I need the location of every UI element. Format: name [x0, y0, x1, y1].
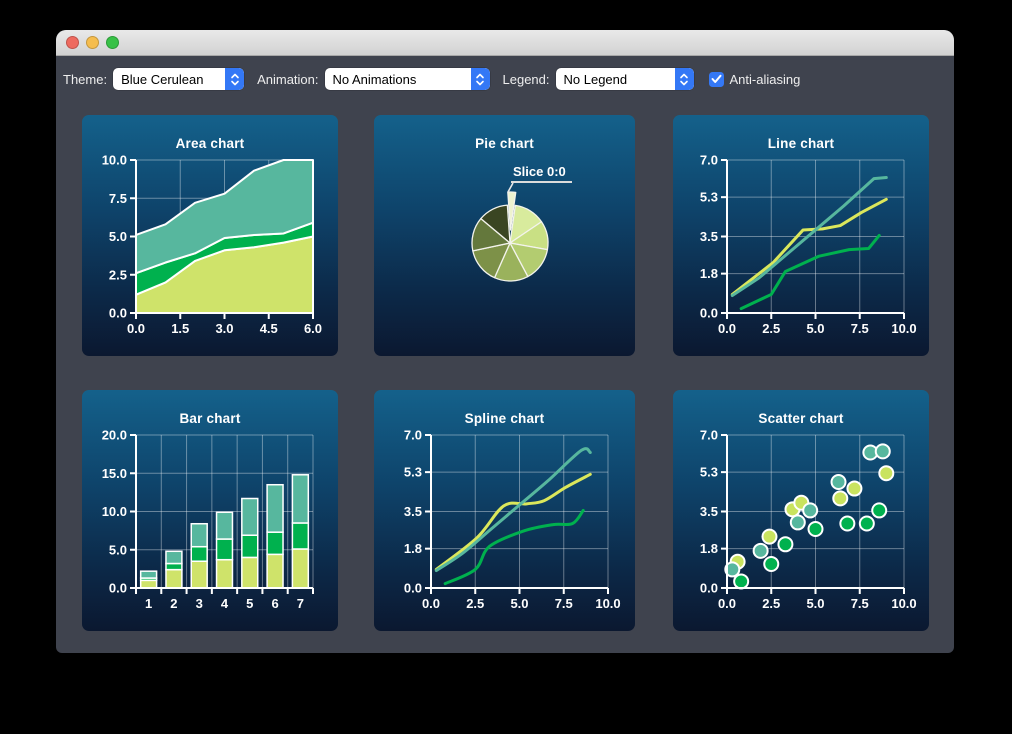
svg-text:3.0: 3.0: [215, 321, 233, 336]
minimize-button[interactable]: [86, 36, 99, 49]
svg-text:5.0: 5.0: [109, 542, 127, 557]
panel-area-chart: 0.0 2.5 5.0 7.5 10.0 0.0 1.5 3.0 4.5 6.0 Area cha…: [82, 115, 338, 356]
chart-title: Scatter chart: [758, 411, 844, 426]
checkbox-check-icon: [708, 71, 724, 87]
svg-text:4: 4: [221, 596, 229, 611]
animation-dropdown-value: No Animations: [332, 71, 417, 87]
close-button[interactable]: [66, 36, 79, 49]
maximize-button[interactable]: [106, 36, 119, 49]
theme-dropdown[interactable]: Blue Cerulean: [113, 68, 245, 90]
svg-text:10.0: 10.0: [595, 596, 620, 611]
svg-text:5.0: 5.0: [806, 596, 824, 611]
svg-text:5: 5: [246, 596, 253, 611]
svg-text:3.5: 3.5: [700, 229, 718, 244]
svg-text:2: 2: [170, 596, 177, 611]
area-chart-canvas[interactable]: 0.0 2.5 5.0 7.5 10.0 0.0 1.5 3.0 4.5 6.0: [82, 115, 338, 356]
svg-text:1.8: 1.8: [700, 266, 718, 281]
svg-text:3.5: 3.5: [700, 504, 718, 519]
svg-text:5.3: 5.3: [700, 190, 718, 205]
antialiasing-checkbox[interactable]: Anti-aliasing: [708, 71, 801, 87]
theme-label: Theme:: [63, 71, 108, 87]
svg-text:7.5: 7.5: [851, 596, 869, 611]
bar-chart-canvas[interactable]: 0.0 5.0 10.0 15.0 20.0 1 2 3 4 5 6 7: [82, 390, 338, 631]
panel-bar-chart: 0.0 5.0 10.0 15.0 20.0 1 2 3 4 5 6 7 Bar chart: [82, 390, 338, 631]
svg-text:10.0: 10.0: [102, 504, 127, 519]
svg-text:0.0: 0.0: [718, 321, 736, 336]
app-window: Theme: Blue Cerulean Animation: No Anima…: [56, 30, 954, 653]
svg-text:10.0: 10.0: [891, 596, 916, 611]
svg-text:2.5: 2.5: [466, 596, 484, 611]
svg-text:5.3: 5.3: [403, 465, 421, 480]
antialiasing-label: Anti-aliasing: [729, 71, 801, 87]
svg-text:20.0: 20.0: [102, 428, 127, 443]
svg-text:6.0: 6.0: [304, 321, 322, 336]
legend-dropdown-value: No Legend: [563, 71, 628, 87]
scatter-chart-canvas[interactable]: 0.0 1.8 3.5 5.3 7.0 0.0 2.5 5.0 7.5 10.0: [673, 390, 929, 631]
panel-spline-chart: 0.0 1.8 3.5 5.3 7.0 0.0 2.5 5.0 7.5 10.0 Spline c…: [374, 390, 635, 631]
svg-text:0.0: 0.0: [700, 306, 718, 321]
svg-text:5.3: 5.3: [700, 465, 718, 480]
svg-text:10.0: 10.0: [891, 321, 916, 336]
svg-text:1.8: 1.8: [403, 541, 421, 556]
svg-text:3: 3: [196, 596, 203, 611]
svg-text:1: 1: [145, 596, 152, 611]
svg-text:15.0: 15.0: [102, 466, 127, 481]
chart-title: Line chart: [767, 136, 835, 151]
svg-text:5.0: 5.0: [109, 229, 127, 244]
svg-text:1.8: 1.8: [700, 541, 718, 556]
pie-chart-canvas[interactable]: [377, 115, 633, 356]
chevron-updown-icon: [470, 68, 490, 90]
svg-text:0.0: 0.0: [403, 581, 421, 596]
svg-text:7.5: 7.5: [851, 321, 869, 336]
spline-chart-canvas[interactable]: 0.0 1.8 3.5 5.3 7.0 0.0 2.5 5.0 7.5 10.0: [377, 390, 633, 631]
svg-text:2.5: 2.5: [762, 321, 780, 336]
svg-text:1.5: 1.5: [171, 321, 189, 336]
svg-text:0.0: 0.0: [718, 596, 736, 611]
chevron-updown-icon: [674, 68, 694, 90]
svg-text:3.5: 3.5: [403, 504, 421, 519]
svg-text:10.0: 10.0: [102, 153, 127, 168]
titlebar[interactable]: [56, 30, 954, 56]
animation-label: Animation:: [257, 71, 319, 87]
svg-text:7.5: 7.5: [554, 596, 572, 611]
svg-text:7: 7: [297, 596, 304, 611]
svg-text:0.0: 0.0: [109, 306, 127, 321]
svg-text:7.0: 7.0: [700, 428, 718, 443]
svg-text:0.0: 0.0: [700, 581, 718, 596]
theme-dropdown-value: Blue Cerulean: [121, 71, 204, 87]
svg-text:7.0: 7.0: [700, 153, 718, 168]
svg-text:2.5: 2.5: [109, 267, 127, 282]
svg-text:7.0: 7.0: [403, 428, 421, 443]
legend-label: Legend:: [502, 71, 550, 87]
svg-text:2.5: 2.5: [762, 596, 780, 611]
panel-line-chart: 0.0 1.8 3.5 5.3 7.0 0.0 2.5 5.0 7.5 10.0 Line cha…: [673, 115, 929, 356]
chart-title: Area chart: [175, 136, 245, 151]
panel-pie-chart: Pie chart Slice 0:0: [374, 115, 635, 356]
toolbar: Theme: Blue Cerulean Animation: No Anima…: [63, 68, 954, 90]
svg-text:5.0: 5.0: [806, 321, 824, 336]
chart-title: Pie chart: [475, 136, 534, 151]
chevron-updown-icon: [225, 68, 245, 90]
animation-dropdown[interactable]: No Animations: [324, 68, 490, 90]
pie-slice-label: Slice 0:0: [511, 164, 572, 183]
svg-text:4.5: 4.5: [260, 321, 278, 336]
svg-text:0.0: 0.0: [127, 321, 145, 336]
svg-text:5.0: 5.0: [510, 596, 528, 611]
chart-title: Bar chart: [179, 411, 241, 426]
svg-text:0.0: 0.0: [109, 581, 127, 596]
svg-text:0.0: 0.0: [421, 596, 439, 611]
legend-dropdown[interactable]: No Legend: [555, 68, 694, 90]
panel-scatter-chart: 0.0 1.8 3.5 5.3 7.0 0.0 2.5 5.0 7.5 10.0 Scatter …: [673, 390, 929, 631]
chart-title: Spline chart: [464, 411, 545, 426]
line-chart-canvas[interactable]: 0.0 1.8 3.5 5.3 7.0 0.0 2.5 5.0 7.5 10.0: [673, 115, 929, 356]
svg-text:7.5: 7.5: [109, 191, 127, 206]
svg-text:6: 6: [271, 596, 278, 611]
